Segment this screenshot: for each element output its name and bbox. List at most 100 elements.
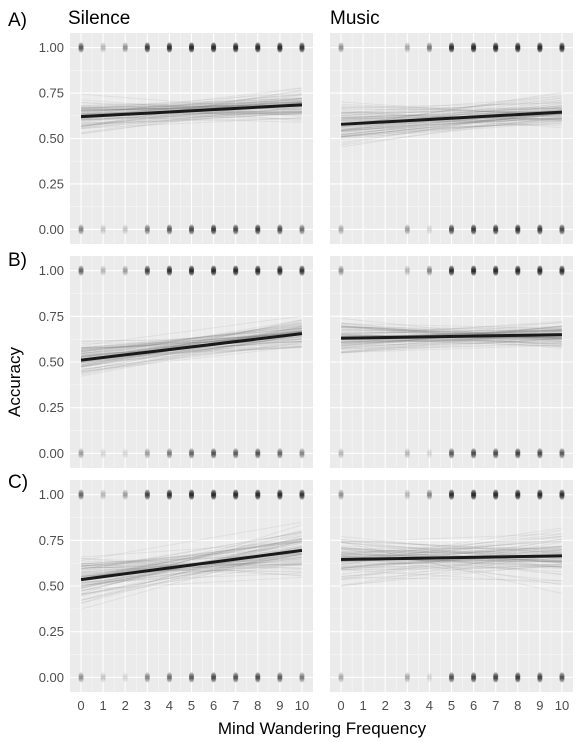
data-point <box>448 673 455 681</box>
posterior-line <box>340 111 563 135</box>
posterior-line <box>340 104 563 137</box>
data-point <box>426 42 433 50</box>
posterior-line <box>81 117 302 124</box>
data-point <box>188 673 195 681</box>
posterior-line <box>341 560 562 565</box>
posterior-line <box>341 96 562 114</box>
data-point <box>338 448 344 456</box>
data-point <box>426 449 433 457</box>
data-point <box>559 227 565 235</box>
posterior-line <box>341 565 562 569</box>
posterior-line <box>340 540 563 570</box>
data-point <box>338 492 344 500</box>
data-point <box>100 491 106 499</box>
data-point <box>338 224 344 232</box>
data-point <box>404 224 410 232</box>
posterior-line <box>341 577 562 582</box>
posterior-line <box>81 568 302 572</box>
data-point <box>338 267 344 275</box>
points-correct <box>78 489 305 500</box>
y-axis-title: Accuracy <box>5 347 24 417</box>
data-point <box>299 44 305 51</box>
posterior-line <box>80 539 303 573</box>
x-tick-label: 9 <box>276 698 283 713</box>
data-point <box>277 451 283 459</box>
posterior-line <box>341 117 562 126</box>
posterior-line <box>340 541 563 594</box>
data-point <box>493 675 499 683</box>
posterior-line <box>341 327 562 334</box>
posterior-line <box>80 553 303 595</box>
x-tick-label: 3 <box>144 698 151 713</box>
posterior-line <box>341 545 562 553</box>
posterior-line <box>80 562 303 587</box>
posterior-line <box>81 566 302 573</box>
data-point <box>144 675 150 683</box>
data-point <box>559 673 565 681</box>
posterior-line <box>341 549 562 557</box>
posterior-line <box>81 547 302 565</box>
posterior-line <box>340 118 563 140</box>
data-point <box>448 672 455 680</box>
posterior-line <box>81 108 302 121</box>
data-point <box>515 673 521 681</box>
fit-line <box>341 554 562 561</box>
posterior-line <box>81 111 302 116</box>
data-point <box>100 267 106 275</box>
posterior-line <box>341 344 562 354</box>
data-point <box>299 267 305 275</box>
data-point <box>277 449 283 457</box>
data-point <box>515 45 521 53</box>
data-point <box>470 448 477 456</box>
posterior-line <box>341 107 562 114</box>
data-point <box>470 224 477 232</box>
x-tick-label: 7 <box>232 698 239 713</box>
posterior-line <box>81 346 302 355</box>
posterior-line <box>80 329 303 372</box>
fit-line <box>341 333 562 340</box>
posterior-line <box>340 547 563 586</box>
fit-line <box>80 332 303 362</box>
posterior-line <box>340 527 563 562</box>
data-point <box>470 45 477 53</box>
data-point <box>122 226 128 233</box>
x-tick-label: 5 <box>188 698 195 713</box>
posterior-line <box>341 548 562 559</box>
data-point <box>122 448 128 456</box>
posterior-line <box>80 538 303 577</box>
posterior-line <box>81 328 302 349</box>
data-point <box>277 44 283 51</box>
posterior-line <box>81 108 302 121</box>
posterior-line <box>341 338 562 354</box>
data-point <box>515 449 521 457</box>
points-incorrect <box>338 224 565 235</box>
posterior-line <box>81 92 302 110</box>
data-point <box>100 673 106 681</box>
data-point <box>299 489 305 497</box>
posterior-line <box>341 99 562 117</box>
posterior-line <box>341 113 562 129</box>
data-point <box>100 451 106 459</box>
posterior-line <box>80 330 303 359</box>
data-point <box>470 673 477 681</box>
data-point <box>299 673 305 681</box>
data-point <box>188 42 195 50</box>
data-point <box>470 268 477 276</box>
data-point <box>470 44 477 51</box>
posterior-line <box>341 110 562 118</box>
data-point <box>404 265 410 273</box>
posterior-line <box>341 335 562 343</box>
data-point <box>448 449 455 457</box>
data-point <box>537 448 543 456</box>
data-point <box>166 227 173 235</box>
posterior-line <box>81 341 302 349</box>
data-point <box>100 224 106 232</box>
data-point <box>277 675 283 683</box>
posterior-line <box>80 330 303 352</box>
posterior-line <box>80 335 303 368</box>
posterior-line <box>341 341 562 346</box>
data-point <box>493 44 499 51</box>
posterior-line <box>341 111 562 121</box>
data-point <box>144 489 150 497</box>
